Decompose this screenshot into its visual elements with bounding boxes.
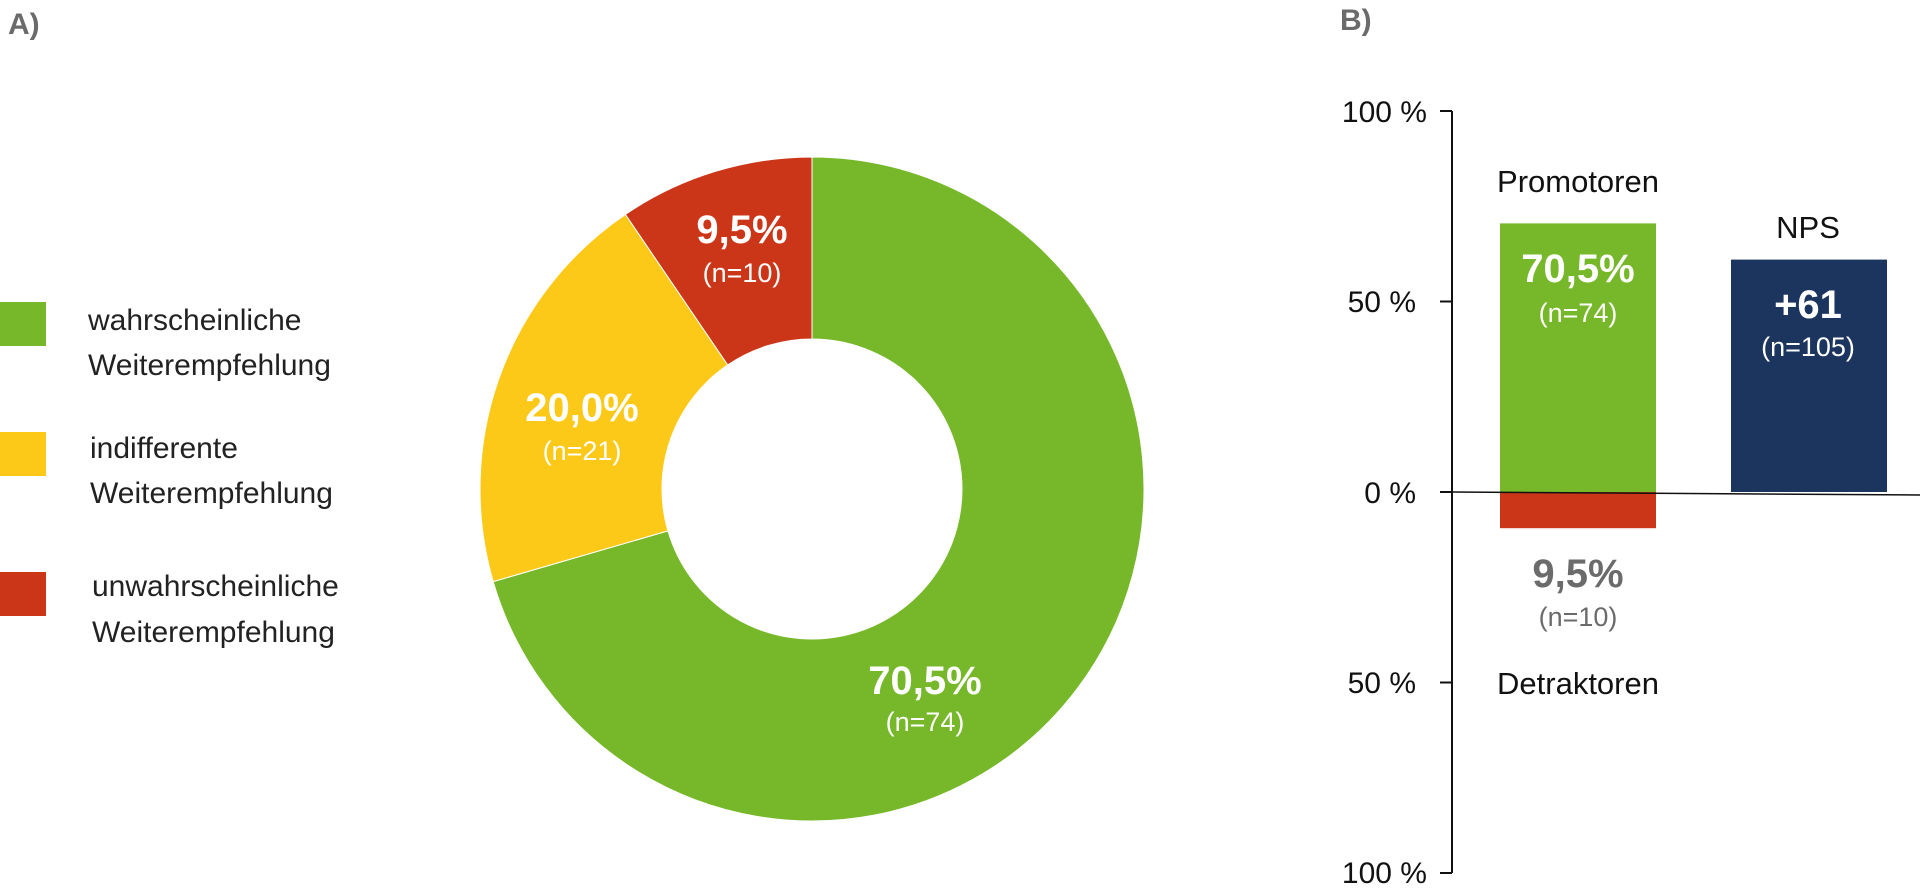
bar-category-label: Detraktoren xyxy=(1497,666,1659,701)
bar-detraktoren xyxy=(1500,492,1656,529)
y-tick-label: 50 % xyxy=(1348,667,1416,700)
legend-label-line-1: unwahrscheinliche xyxy=(92,570,339,603)
slice-count-label: (n=74) xyxy=(886,707,965,737)
bar-chart-axis: 100 % 50 % 0 % 50 % 100 % xyxy=(1342,96,1453,890)
y-tick-label: 100 % xyxy=(1342,96,1427,129)
bar-count-label: (n=74) xyxy=(1539,298,1618,328)
bar-nps xyxy=(1731,259,1887,492)
bar-promotoren xyxy=(1500,223,1656,492)
slice-count-label: (n=21) xyxy=(543,436,622,466)
panel-label-b: B) xyxy=(1340,4,1372,37)
legend: wahrscheinliche Weiterempfehlung indiffe… xyxy=(0,302,339,649)
bar-labels: Promotoren 70,5% (n=74) 9,5% (n=10) Detr… xyxy=(1497,164,1855,701)
legend-label-line-2: Weiterempfehlung xyxy=(92,616,335,649)
y-tick-label: 50 % xyxy=(1348,286,1416,319)
bar-category-label: NPS xyxy=(1776,210,1840,245)
zero-baseline xyxy=(1451,491,1920,496)
slice-percent-label: 20,0% xyxy=(525,386,638,430)
bar-percent-label: 70,5% xyxy=(1521,247,1634,291)
slice-percent-label: 70,5% xyxy=(868,659,981,703)
donut-slice-indifferent xyxy=(479,213,729,583)
donut-chart xyxy=(479,156,1145,822)
legend-swatch-yellow xyxy=(0,432,46,476)
legend-swatch-green xyxy=(0,302,46,346)
bar-chart-bars xyxy=(1500,223,1887,529)
bar-category-label: Promotoren xyxy=(1497,164,1659,199)
legend-label-line-2: Weiterempfehlung xyxy=(88,349,331,382)
legend-label-line-2: Weiterempfehlung xyxy=(90,477,333,510)
legend-swatch-red xyxy=(0,572,46,616)
bar-value-label: +61 xyxy=(1774,283,1842,327)
slice-percent-label: 9,5% xyxy=(696,208,787,252)
y-tick-label: 100 % xyxy=(1342,857,1427,890)
y-tick-label: 0 % xyxy=(1364,477,1416,510)
slice-count-label: (n=10) xyxy=(703,258,782,288)
legend-label-line-1: indifferente xyxy=(90,432,238,465)
bar-count-label: (n=105) xyxy=(1761,332,1855,362)
donut-labels: 70,5% (n=74) 20,0% (n=21) 9,5% (n=10) xyxy=(525,208,981,737)
donut-slice-unlikely xyxy=(624,156,813,366)
legend-label-line-1: wahrscheinliche xyxy=(87,304,301,337)
donut-slice-likely xyxy=(492,156,1145,822)
panel-label-a: A) xyxy=(8,8,40,41)
bar-percent-label: 9,5% xyxy=(1532,552,1623,596)
bar-count-label: (n=10) xyxy=(1539,602,1618,632)
